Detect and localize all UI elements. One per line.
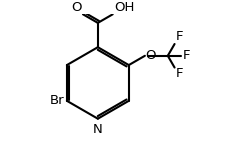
Text: F: F (182, 49, 189, 62)
Text: N: N (93, 123, 102, 136)
Text: F: F (174, 67, 182, 80)
Text: O: O (71, 1, 81, 14)
Text: Br: Br (49, 94, 64, 107)
Text: F: F (174, 30, 182, 43)
Text: O: O (145, 49, 155, 62)
Text: OH: OH (114, 1, 134, 14)
